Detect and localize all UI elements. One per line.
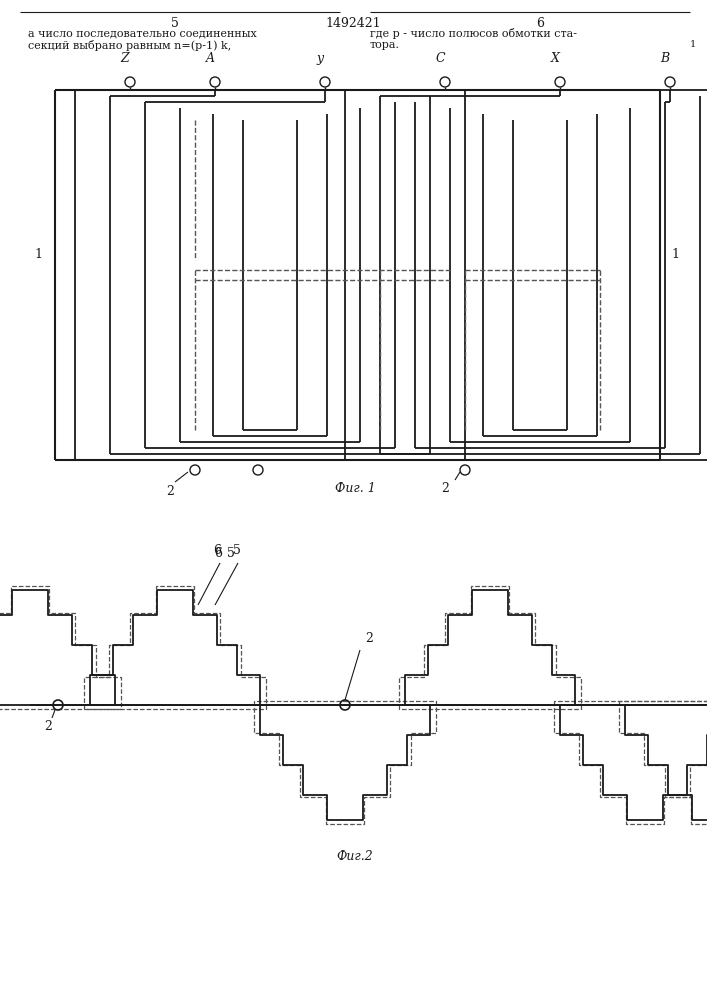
Text: 2: 2 xyxy=(441,482,449,495)
Text: 5: 5 xyxy=(171,17,179,30)
Text: 1492421: 1492421 xyxy=(325,17,381,30)
Text: 2: 2 xyxy=(44,720,52,733)
Text: Фиг. 1: Фиг. 1 xyxy=(334,482,375,495)
Text: где р - число полюсов обмотки ста-: где р - число полюсов обмотки ста- xyxy=(370,28,577,39)
Text: X: X xyxy=(551,52,559,65)
Text: 2: 2 xyxy=(365,632,373,645)
Text: 6: 6 xyxy=(213,544,221,557)
Text: тора.: тора. xyxy=(370,40,400,50)
Text: y: y xyxy=(317,52,324,65)
Text: Фиг.2: Фиг.2 xyxy=(337,850,373,863)
Text: секций выбрано равным n=(p-1) k,: секций выбрано равным n=(p-1) k, xyxy=(28,40,231,51)
Text: C: C xyxy=(436,52,445,65)
Text: 1: 1 xyxy=(34,248,42,261)
Text: 5: 5 xyxy=(233,544,241,557)
Text: 2: 2 xyxy=(166,485,174,498)
Text: A: A xyxy=(206,52,214,65)
Text: 6: 6 xyxy=(536,17,544,30)
Text: Z: Z xyxy=(121,52,129,65)
Text: 6 5: 6 5 xyxy=(215,547,235,560)
Text: а число последовательно соединенных: а число последовательно соединенных xyxy=(28,28,257,38)
Text: B: B xyxy=(660,52,670,65)
Text: 1: 1 xyxy=(671,248,679,261)
Text: 1: 1 xyxy=(690,40,696,49)
